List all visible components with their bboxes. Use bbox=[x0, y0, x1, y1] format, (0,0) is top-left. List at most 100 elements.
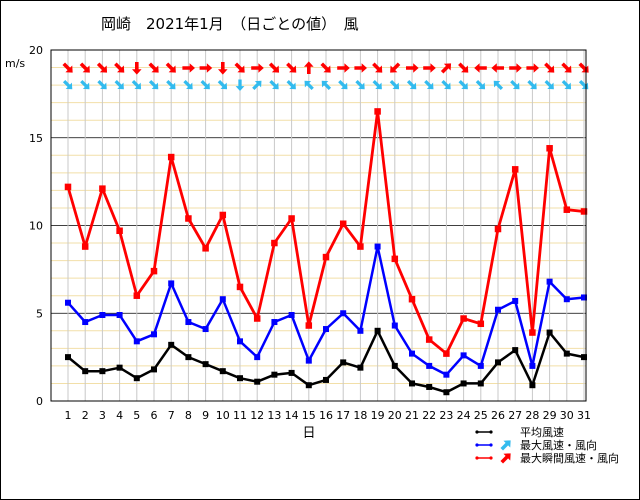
data-point-marker bbox=[495, 306, 501, 313]
arrow-shape bbox=[165, 62, 176, 73]
legend-item-avg: 平均風速 bbox=[475, 426, 564, 439]
arrow-shape bbox=[526, 63, 539, 73]
direction-arrow-icon bbox=[217, 79, 228, 90]
data-point-marker bbox=[391, 322, 398, 329]
direction-arrow-icon bbox=[423, 63, 436, 73]
legend-item-gust: 最大瞬間風速・風向 bbox=[475, 451, 619, 465]
direction-arrow-icon bbox=[500, 453, 511, 464]
x-tick-label: 3 bbox=[99, 409, 106, 422]
data-point-marker bbox=[254, 354, 261, 361]
arrow-shape bbox=[148, 79, 159, 90]
arrow-shape bbox=[424, 79, 434, 90]
x-tick-label: 27 bbox=[508, 409, 522, 422]
series-lines bbox=[64, 108, 588, 396]
arrow-shape bbox=[500, 440, 511, 451]
arrow-shape bbox=[510, 79, 520, 90]
direction-arrow-icon bbox=[544, 62, 555, 73]
data-point-marker bbox=[512, 347, 519, 354]
direction-arrow-icon bbox=[79, 62, 90, 73]
direction-arrow-icon bbox=[165, 62, 176, 73]
y-tick-label: 10 bbox=[29, 220, 43, 233]
direction-arrow-icon bbox=[183, 79, 193, 90]
arrow-shape bbox=[354, 63, 367, 73]
data-point-marker bbox=[460, 380, 467, 387]
arrow-shape bbox=[166, 79, 176, 90]
data-point-marker bbox=[460, 315, 467, 322]
direction-arrow-icon bbox=[354, 63, 367, 73]
data-point-marker bbox=[116, 364, 123, 371]
legend-dot-gust-left bbox=[475, 456, 479, 460]
arrow-shape bbox=[321, 80, 332, 91]
chart-title: 岡崎 2021年1月 （日ごとの値） 風 bbox=[101, 15, 359, 33]
arrow-shape bbox=[500, 453, 511, 464]
arrow-shape bbox=[509, 63, 522, 73]
data-point-marker bbox=[443, 371, 450, 378]
direction-arrow-icon bbox=[510, 79, 520, 90]
arrow-shape bbox=[493, 80, 504, 91]
data-point-marker bbox=[511, 166, 519, 173]
legend-label-gust: 最大瞬間風速・風向 bbox=[520, 451, 619, 465]
x-tick-label: 24 bbox=[457, 409, 471, 422]
arrow-shape bbox=[114, 62, 125, 73]
arrow-shape bbox=[561, 79, 572, 90]
arrow-shape bbox=[183, 79, 193, 90]
arrow-shape bbox=[218, 62, 228, 75]
arrow-shape bbox=[320, 62, 331, 73]
direction-arrow-icon bbox=[441, 79, 451, 90]
data-point-marker bbox=[443, 389, 450, 396]
y-tick-label: 20 bbox=[29, 44, 43, 57]
arrow-shape bbox=[458, 79, 468, 90]
arrow-shape bbox=[372, 62, 383, 73]
data-point-marker bbox=[477, 380, 484, 387]
direction-arrow-icon bbox=[166, 79, 176, 90]
direction-arrow-icon bbox=[97, 79, 107, 90]
arrow-shape bbox=[217, 79, 228, 90]
arrow-shape bbox=[114, 79, 124, 90]
data-point-marker bbox=[219, 211, 227, 219]
data-point-marker bbox=[219, 368, 226, 375]
x-tick-label: 2 bbox=[82, 409, 89, 422]
direction-arrow-icon bbox=[286, 62, 297, 73]
wind-direction-arrows bbox=[62, 61, 589, 92]
arrow-shape bbox=[441, 79, 451, 90]
data-point-marker bbox=[563, 350, 570, 357]
data-point-marker bbox=[219, 296, 226, 303]
arrow-shape bbox=[475, 79, 486, 90]
data-point-marker bbox=[529, 329, 536, 336]
arrow-shape bbox=[406, 79, 417, 90]
direction-arrow-icon bbox=[199, 63, 213, 73]
data-point-marker bbox=[237, 375, 243, 382]
data-point-marker bbox=[563, 296, 570, 303]
data-point-marker bbox=[529, 382, 536, 389]
legend-arrow-gust-icon bbox=[500, 453, 511, 464]
direction-arrow-icon bbox=[132, 62, 142, 75]
x-tick-label: 11 bbox=[233, 409, 247, 422]
arrow-shape bbox=[132, 62, 142, 75]
data-point-marker bbox=[288, 215, 295, 222]
x-tick-label: 31 bbox=[577, 409, 591, 422]
data-point-marker bbox=[357, 327, 364, 334]
direction-arrow-icon bbox=[372, 62, 383, 73]
direction-arrow-icon bbox=[200, 79, 210, 90]
data-point-marker bbox=[185, 354, 192, 361]
x-axis-label: 日 bbox=[302, 426, 315, 441]
direction-arrow-icon bbox=[406, 79, 417, 90]
direction-arrow-icon bbox=[148, 62, 159, 73]
arrow-shape bbox=[544, 79, 554, 90]
y-tick-label: 0 bbox=[36, 395, 43, 408]
x-tick-label: 13 bbox=[267, 409, 281, 422]
y-axis-label: m/s bbox=[5, 57, 25, 70]
arrow-shape bbox=[235, 79, 245, 92]
data-point-marker bbox=[185, 215, 192, 222]
direction-arrow-icon bbox=[440, 63, 452, 74]
data-point-marker bbox=[237, 338, 243, 345]
data-point-marker bbox=[151, 331, 157, 338]
arrow-shape bbox=[131, 79, 142, 90]
plot-area-border bbox=[50, 49, 587, 402]
data-point-marker bbox=[391, 255, 399, 263]
data-point-marker bbox=[425, 336, 433, 343]
arrow-shape bbox=[182, 63, 195, 73]
arrow-shape bbox=[62, 62, 73, 73]
direction-arrow-icon bbox=[286, 79, 296, 90]
